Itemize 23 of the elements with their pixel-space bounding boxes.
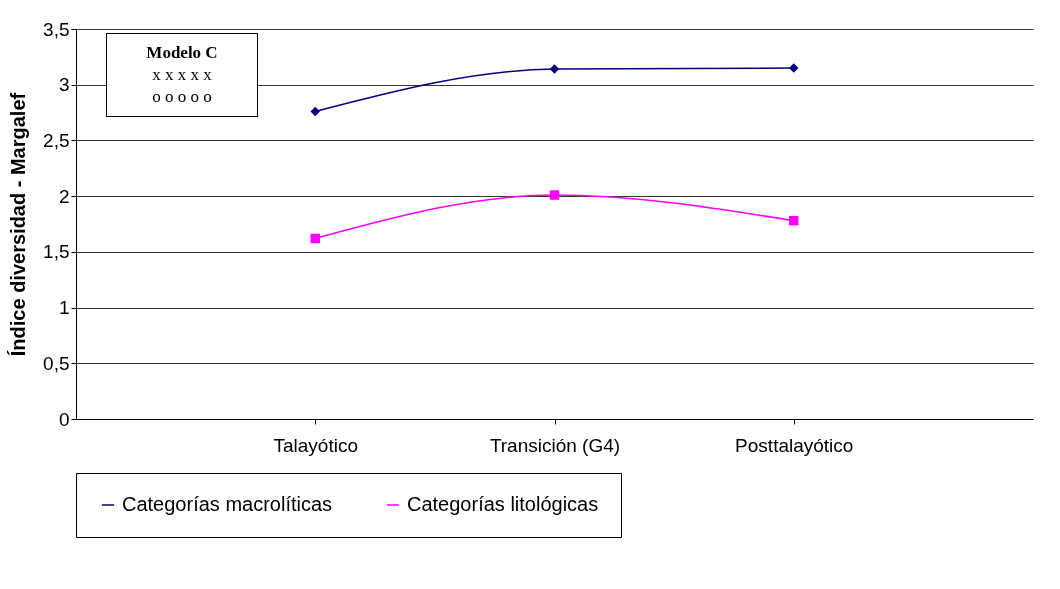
y-tick-label: 0,5 [43,352,70,374]
point [549,64,560,74]
y-tick-label: 1,5 [43,241,70,263]
y-tick-label: 3 [58,74,70,96]
note-box: Modelo C x x x x x o o o o o [106,33,258,117]
y-tick-label: 1 [58,297,70,319]
legend-label: Categorías macrolíticas [122,493,333,515]
annotation: x x x x x [151,64,213,86]
y-axis-title: Índice diversidad - Margalef [7,92,30,357]
point [789,215,799,226]
y-tick-label: 2,5 [43,129,70,151]
annotation: Modelo C [145,42,219,64]
x-tick-label: Talayótico [273,434,358,456]
x-tick-label: Transición (G4) [489,434,621,456]
legend-label: Categorías litológicas [407,493,599,515]
point [310,233,320,244]
annotation: o o o o o [151,86,213,108]
x-tick-label: Posttalayótico [735,434,854,456]
point [549,190,560,200]
y-tick-label: 3,5 [43,18,70,40]
y-tick-label: 0 [58,408,70,430]
point [310,106,320,117]
y-tick-label: 2 [58,185,70,207]
